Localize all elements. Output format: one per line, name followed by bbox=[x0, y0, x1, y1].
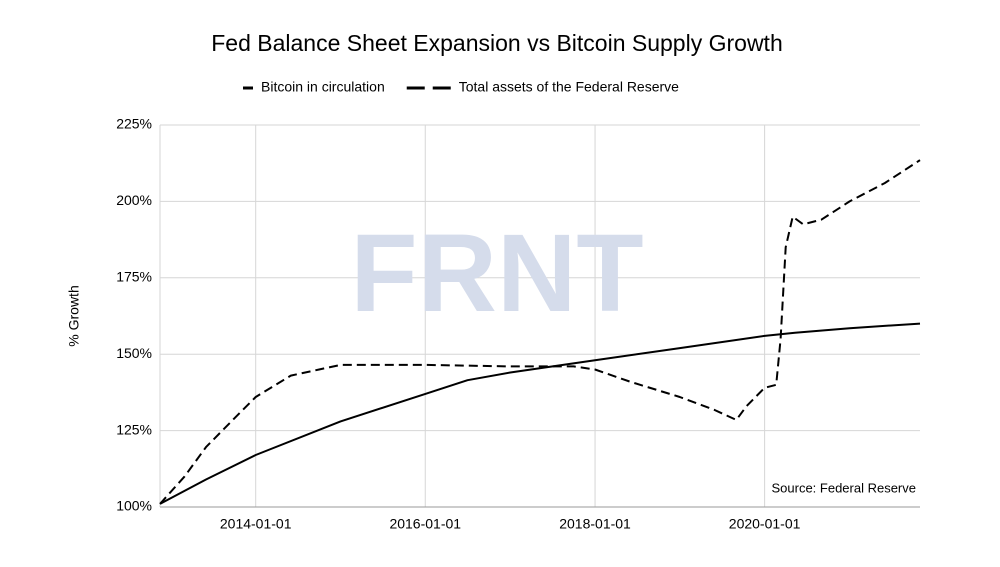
watermark: FRNT bbox=[350, 212, 643, 335]
chart-title: Fed Balance Sheet Expansion vs Bitcoin S… bbox=[211, 30, 783, 56]
legend-label: Bitcoin in circulation bbox=[261, 79, 385, 95]
y-tick-label: 225% bbox=[116, 116, 152, 132]
series-line bbox=[159, 322, 921, 505]
y-tick-label: 150% bbox=[116, 345, 152, 361]
x-tick-label: 2014-01-01 bbox=[220, 516, 292, 532]
y-tick-label: 100% bbox=[116, 498, 152, 514]
series-line bbox=[159, 159, 921, 505]
x-tick-label: 2016-01-01 bbox=[389, 516, 461, 532]
y-tick-label: 175% bbox=[116, 269, 152, 285]
y-tick-label: 125% bbox=[116, 421, 152, 437]
y-tick-label: 200% bbox=[116, 192, 152, 208]
x-tick-label: 2018-01-01 bbox=[559, 516, 631, 532]
y-axis-label: % Growth bbox=[66, 285, 82, 346]
x-tick-label: 2020-01-01 bbox=[729, 516, 801, 532]
source-annotation: Source: Federal Reserve bbox=[771, 480, 916, 495]
legend-label: Total assets of the Federal Reserve bbox=[459, 79, 679, 95]
